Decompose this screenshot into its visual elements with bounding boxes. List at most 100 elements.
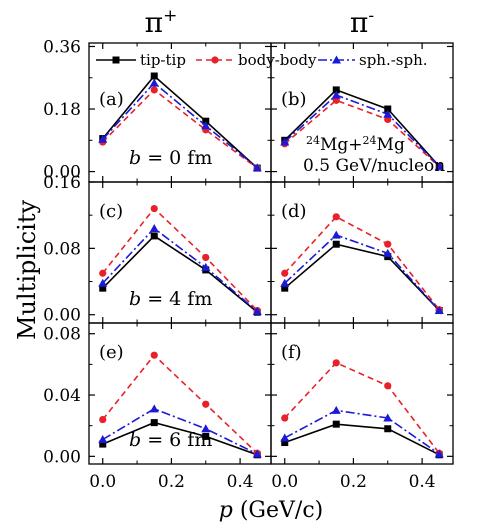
series-line-sph-sph	[102, 227, 258, 313]
panel-c: 0.00 0.08 0.16 (c) b = 4 fm	[43, 173, 272, 326]
y-tick-label: 0.36	[43, 37, 81, 57]
x-axis-label: p (GeV/c)	[219, 498, 323, 523]
x-tick-label: 0.2	[158, 472, 185, 492]
data-point-body-body	[99, 415, 107, 424]
data-point-tip-tip	[150, 72, 158, 80]
impact-parameter-label: b = 0 fm	[129, 147, 212, 169]
x-tick-label: 0.4	[227, 472, 254, 492]
data-point-sph-sph	[252, 163, 262, 172]
data-point-sph-sph	[252, 449, 262, 458]
data-point-sph-sph	[201, 121, 211, 130]
data-point-sph-sph	[383, 413, 393, 422]
data-point-body-body	[332, 213, 340, 221]
data-point-sph-sph	[383, 248, 393, 257]
data-point-sph-sph	[252, 306, 262, 315]
data-point-body-body	[332, 359, 340, 367]
x-tick-label: 0.2	[340, 472, 367, 492]
series-line-tip-tip	[284, 423, 440, 456]
data-point-tip-tip	[384, 425, 392, 433]
data-point-tip-tip	[281, 284, 289, 292]
data-point-body-body	[150, 204, 158, 213]
collision-system-label: 24Mg+24Mg	[306, 134, 405, 155]
series-line-sph-sph	[102, 81, 258, 169]
data-point-tip-tip	[202, 432, 210, 440]
series-line-tip-tip	[284, 88, 440, 167]
data-point-tip-tip	[281, 439, 289, 447]
data-point-sph-sph	[149, 223, 159, 232]
impact-parameter-label: b = 4 fm	[129, 288, 212, 310]
data-point-sph-sph	[331, 90, 341, 99]
legend-marker-sph-sph	[332, 55, 341, 64]
series-line-body-body	[284, 99, 440, 168]
series-line-body-body	[102, 207, 258, 312]
legend-marker-body-body	[211, 56, 219, 64]
data-point-sph-sph	[280, 433, 290, 442]
panel-e: 0.00 0.04 0.08 0.0 0.2 0.4 (e) b = 6 fm	[43, 322, 272, 492]
data-point-sph-sph	[434, 161, 444, 170]
data-point-sph-sph	[98, 134, 108, 143]
legend-label-sph-sph: sph.-sph.	[359, 51, 428, 69]
y-tick-label: 0.18	[43, 100, 81, 120]
data-point-body-body	[99, 269, 107, 277]
panel-a: 0.00 0.18 0.36 (a) b = 0 fm	[43, 37, 272, 183]
panel-b: (b)	[270, 42, 454, 183]
series-line-body-body	[102, 354, 258, 454]
panel-label: (b)	[281, 89, 307, 110]
data-point-tip-tip	[99, 284, 107, 292]
data-point-tip-tip	[99, 440, 107, 448]
data-point-sph-sph	[201, 262, 211, 271]
legend: tip-tip body-body sph.-sph.	[96, 51, 428, 69]
data-point-sph-sph	[434, 449, 444, 458]
data-point-sph-sph	[149, 404, 159, 413]
y-tick-label: 0.00	[43, 447, 81, 467]
legend-item-body-body: body-body	[196, 51, 317, 69]
data-point-body-body	[202, 400, 210, 408]
beam-energy-label: 0.5 GeV/nucleon	[303, 156, 445, 176]
y-axis-label: Multiplicity	[13, 200, 41, 341]
x-tick-label: 0.0	[271, 472, 298, 492]
series-line-tip-tip	[102, 421, 258, 456]
panel-label: (f)	[281, 342, 302, 363]
data-point-body-body	[281, 269, 289, 277]
panel-d: (d)	[270, 181, 454, 324]
data-point-body-body	[384, 240, 392, 248]
series-line-body-body	[284, 361, 440, 454]
data-point-sph-sph	[280, 137, 290, 146]
impact-parameter-label: b = 6 fm	[129, 429, 212, 451]
legend-item-tip-tip: tip-tip	[96, 51, 186, 69]
data-point-tip-tip	[150, 232, 158, 240]
series-line-tip-tip	[102, 74, 258, 169]
data-point-tip-tip	[150, 419, 158, 427]
data-point-tip-tip	[332, 420, 340, 428]
data-point-body-body	[281, 414, 289, 422]
y-tick-label: 0.04	[43, 386, 81, 406]
data-point-tip-tip	[332, 86, 340, 94]
x-tick-label: 0.0	[89, 472, 116, 492]
plot-area: 0.000.180.36(a)b = 0 fm(b)0.000.080.16(c…	[43, 37, 454, 492]
panel-label: (e)	[99, 342, 124, 363]
y-tick-label: 0.08	[43, 239, 81, 259]
data-point-sph-sph	[98, 278, 108, 287]
y-tick-label: 0.08	[43, 325, 81, 345]
column-title-pi-minus: π-	[350, 6, 374, 39]
column-title-pi-plus: π+	[145, 6, 178, 39]
data-point-body-body	[150, 351, 158, 359]
data-point-body-body	[202, 253, 210, 262]
data-point-tip-tip	[384, 105, 392, 113]
data-point-body-body	[384, 382, 392, 390]
panel-frame	[270, 322, 454, 465]
series-line-body-body	[102, 88, 258, 169]
panel-label: (d)	[281, 201, 307, 222]
legend-marker-tip-tip	[112, 56, 120, 64]
data-point-sph-sph	[201, 424, 211, 433]
series-line-sph-sph	[284, 409, 440, 455]
series-line-sph-sph	[284, 94, 440, 167]
data-point-sph-sph	[280, 278, 290, 287]
panel-label: (c)	[99, 201, 123, 222]
series-line-tip-tip	[102, 234, 258, 313]
y-tick-label: 0.16	[43, 173, 81, 193]
x-tick-label: 0.4	[409, 472, 436, 492]
series-line-body-body	[284, 215, 440, 311]
panel-f: 0.0 0.2 0.4 (f)	[270, 322, 454, 492]
